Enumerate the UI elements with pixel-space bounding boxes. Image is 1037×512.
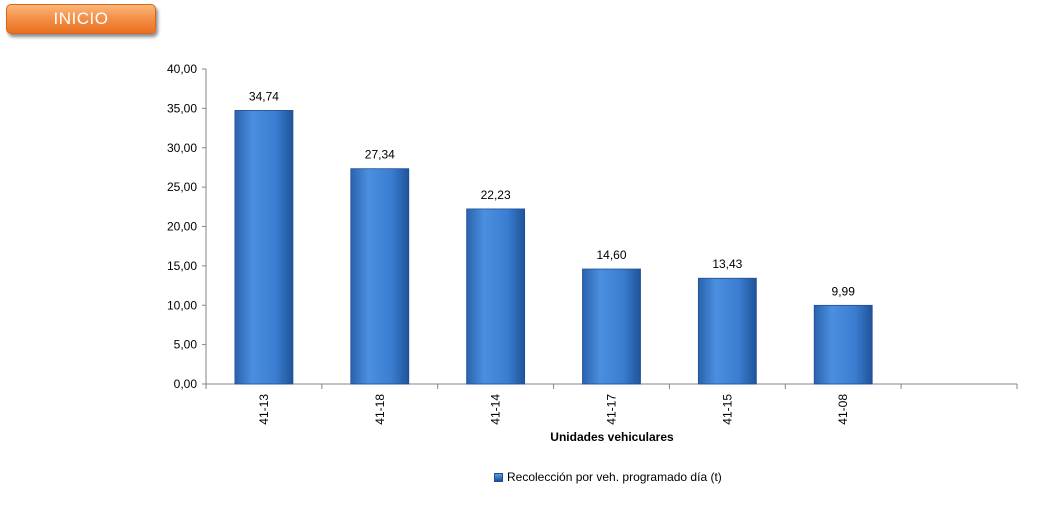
y-tick-label: 35,00: [167, 101, 197, 115]
x-tick-label: 41-15: [720, 394, 734, 425]
bars: 34,74 27,34 22,23 14,60 13,43 9,99: [234, 89, 873, 385]
bar-41-14: [466, 208, 526, 385]
y-tick-label: 5,00: [174, 338, 198, 352]
data-label: 22,23: [481, 188, 511, 202]
y-tick-label: 0,00: [174, 377, 198, 391]
y-tick-label: 15,00: [167, 259, 197, 273]
inicio-button[interactable]: INICIO: [6, 4, 156, 34]
x-tick-label: 41-13: [257, 394, 271, 425]
x-tick-label: 41-18: [373, 394, 387, 425]
y-tick-label: 20,00: [167, 220, 197, 234]
y-tick-label: 30,00: [167, 141, 197, 155]
data-label: 13,43: [712, 257, 742, 271]
x-tick-label: 41-08: [836, 394, 850, 425]
y-tick-label: 10,00: [167, 298, 197, 312]
data-label: 14,60: [596, 248, 626, 262]
data-label: 27,34: [365, 148, 395, 162]
y-tick-label: 40,00: [167, 62, 197, 76]
x-axis-title: Unidades vehiculares: [550, 430, 674, 444]
legend-label: Recolección por veh. programado día (t): [507, 470, 722, 484]
bar-41-17: [582, 268, 641, 385]
x-tick-label: 41-17: [605, 394, 619, 425]
x-axis: 41-13 41-18 41-14 41-17 41-15 41-08: [205, 383, 1018, 425]
x-tick-label: 41-14: [489, 394, 503, 425]
data-label: 34,74: [249, 89, 279, 103]
y-tick-label: 25,00: [167, 180, 197, 194]
legend: Recolección por veh. programado día (t): [494, 470, 722, 484]
legend-swatch: [494, 472, 503, 482]
data-label: 9,99: [832, 284, 856, 298]
bar-41-13: [234, 110, 294, 385]
bar-41-18: [350, 168, 410, 385]
bar-41-15: [697, 277, 757, 385]
y-axis: 0,00 5,00 10,00 15,00 20,00 25,00 30,00 35,00 40…: [167, 62, 207, 391]
bar-41-08: [813, 304, 873, 385]
